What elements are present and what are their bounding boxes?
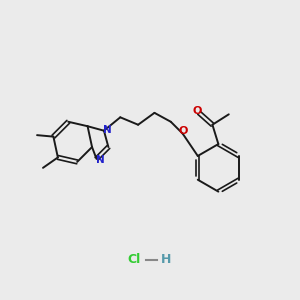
Text: N: N bbox=[96, 155, 104, 165]
Text: N: N bbox=[103, 125, 111, 135]
Text: O: O bbox=[193, 106, 202, 116]
Text: O: O bbox=[178, 126, 188, 136]
Text: H: H bbox=[161, 254, 172, 266]
Text: Cl: Cl bbox=[127, 254, 140, 266]
